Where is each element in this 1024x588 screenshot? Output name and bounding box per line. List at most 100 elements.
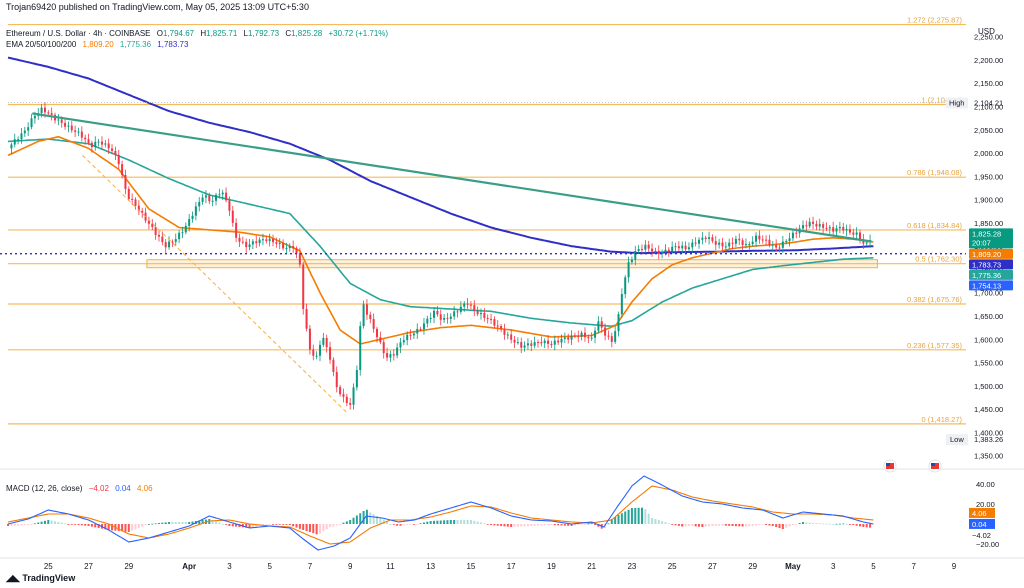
candle-body xyxy=(17,139,20,141)
candle-body xyxy=(526,343,529,346)
macd-hist-bar xyxy=(389,524,392,525)
macd-hist-bar xyxy=(855,524,858,526)
candle-body xyxy=(443,318,446,320)
ema100-value: 1,783.73 xyxy=(157,40,189,49)
y-tick-label: 1,700.00 xyxy=(974,289,1003,298)
fib-label-7: 0 (1,418.27) xyxy=(922,415,963,424)
macd-hist-bar xyxy=(748,524,751,527)
candle-body xyxy=(744,244,747,246)
macd-hist-bar xyxy=(33,523,36,525)
fib-label-2: 0.786 (1,948.08) xyxy=(907,168,963,177)
candle-body xyxy=(610,336,613,342)
candle-body xyxy=(376,328,379,338)
fib-label-6: 0.236 (1,577.35) xyxy=(907,341,963,350)
candle-body xyxy=(87,139,90,143)
macd-hist-bar xyxy=(27,524,30,525)
candle-body xyxy=(204,195,207,198)
candle-body xyxy=(97,141,100,143)
candle-body xyxy=(161,236,164,243)
candle-body xyxy=(486,317,489,319)
high-label: H xyxy=(200,29,207,38)
macd-hist-bar xyxy=(211,520,214,524)
macd-hist-bar xyxy=(496,524,499,526)
macd-hist-bar xyxy=(422,522,425,524)
currency-label: USD xyxy=(978,27,995,36)
candle-body xyxy=(708,237,711,239)
price-tag-value-3: 1,775.36 xyxy=(972,271,1001,280)
macd-hist-bar xyxy=(557,524,560,526)
candle-body xyxy=(855,232,858,235)
macd-hist-bar xyxy=(355,515,358,524)
candle-body xyxy=(822,224,825,228)
macd-hist-bar xyxy=(530,524,533,526)
macd-hist-bar xyxy=(714,524,717,526)
macd-hist-bar xyxy=(708,524,711,527)
candle-body xyxy=(389,354,392,358)
macd-hist-bar xyxy=(174,522,177,524)
x-tick-label: 9 xyxy=(952,562,957,571)
candle-body xyxy=(557,340,560,343)
x-tick-label: 9 xyxy=(348,562,353,571)
candle-body xyxy=(654,250,657,252)
macd-hist-bar xyxy=(513,524,516,527)
macd-hist-bar xyxy=(261,524,264,526)
candle-body xyxy=(466,303,469,305)
candle-body xyxy=(724,246,727,248)
time-axis[interactable]: 25 27 29 Apr 3 5 7 9 11 13 15 17 19 21 23 25 27 29 May 3 5 7 9 xyxy=(44,562,957,571)
x-tick-label: 7 xyxy=(911,562,916,571)
fibonacci-levels: 1.272 (2,275.87) 1 (2,104.21) 0.786 (1,948… xyxy=(8,16,966,425)
macd-hist-bar xyxy=(84,524,87,526)
macd-hist-bar xyxy=(228,524,231,526)
macd-tag-value-1: 0.04 xyxy=(972,520,987,529)
candle-body xyxy=(114,150,117,156)
macd-y-tick-label: 40.00 xyxy=(976,480,995,489)
macd-hist-bar xyxy=(439,520,442,524)
candle-body xyxy=(365,304,368,315)
x-tick-label: 3 xyxy=(227,562,232,571)
candle-body xyxy=(751,241,754,245)
candle-body xyxy=(117,155,120,165)
candle-body xyxy=(64,122,67,127)
candle-body xyxy=(734,238,737,244)
candle-body xyxy=(127,188,130,199)
candle-body xyxy=(349,403,352,405)
macd-hist-bar xyxy=(339,524,342,525)
macd-hist-bar xyxy=(201,520,204,524)
ema-legend[interactable]: EMA 20/50/100/200 1,809.20 1,775.36 1,78… xyxy=(6,39,188,50)
candle-body xyxy=(687,247,690,250)
macd-legend[interactable]: MACD (12, 26, close) −4.02 0.04 4.06 xyxy=(6,483,153,494)
candle-body xyxy=(382,342,385,354)
close-value: 1,825.28 xyxy=(291,29,323,38)
macd-tag-value-2: −4.02 xyxy=(972,531,991,540)
macd-hist-bar xyxy=(141,524,144,527)
x-tick-label: 5 xyxy=(871,562,876,571)
macd-hist-bar xyxy=(272,524,275,525)
candle-body xyxy=(516,342,519,344)
candle-body xyxy=(342,394,345,397)
candle-body xyxy=(667,249,670,252)
macd-hist-bar xyxy=(235,524,238,527)
candle-body xyxy=(298,253,301,265)
symbol-legend[interactable]: Ethereum / U.S. Dollar · 4h · COINBASE O… xyxy=(6,28,388,39)
candle-body xyxy=(718,242,721,245)
macd-hist-bar xyxy=(446,520,449,524)
candle-body xyxy=(422,323,425,330)
y-tick-label: 1,900.00 xyxy=(974,196,1003,205)
macd-hist-bar xyxy=(825,523,828,525)
macd-hist-bar xyxy=(231,524,234,527)
macd-hist-bar xyxy=(17,524,20,526)
macd-hist-bar xyxy=(325,524,328,530)
macd-hist-bar xyxy=(627,509,630,524)
macd-hist-bar xyxy=(318,524,321,534)
macd-hist-bar xyxy=(188,522,191,524)
tradingview-logo[interactable]: ◢◣ TradingView xyxy=(6,573,75,584)
candle-body xyxy=(506,334,509,336)
event-icons[interactable] xyxy=(883,459,942,473)
macd-hist-bar xyxy=(13,524,16,526)
candle-body xyxy=(379,337,382,343)
x-tick-label: 17 xyxy=(507,562,516,571)
candle-body xyxy=(728,242,731,247)
macd-hist-bar xyxy=(597,524,600,527)
candle-body xyxy=(302,264,305,309)
